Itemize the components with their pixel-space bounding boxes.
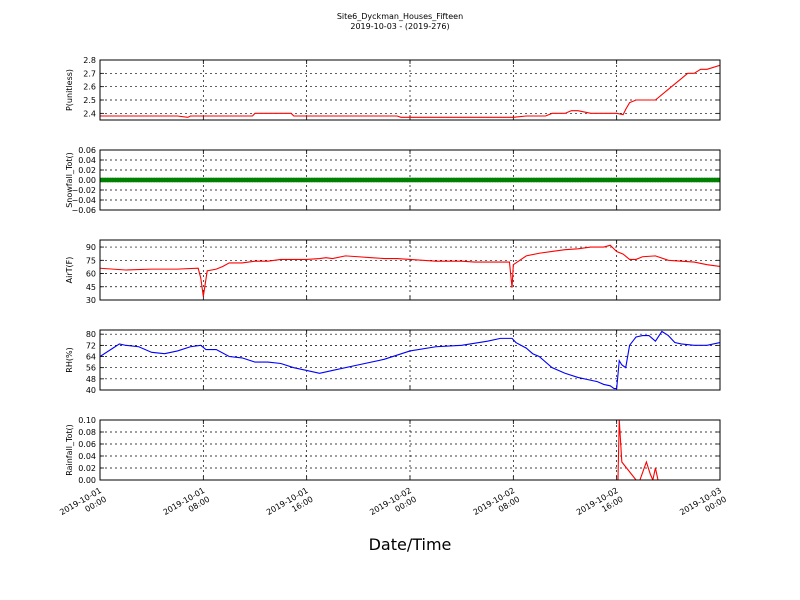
y-tick-label: 72 [86,341,96,350]
y-tick-label: 75 [86,256,96,265]
x-axis-label: Date/Time [369,535,452,554]
y-axis-label: Snowfall_Tot() [65,152,74,208]
panel-frame [99,419,721,481]
y-tick-label: 90 [86,243,96,252]
y-tick-label: 2.8 [83,56,96,65]
y-tick-label: 0.10 [78,416,96,425]
chart-subtitle: 2019-10-03 - (2019-276) [350,22,449,31]
y-tick-label: 0.00 [78,476,96,485]
y-tick-label: 0.00 [78,176,96,185]
y-tick-label: 0.04 [78,452,96,461]
y-tick-label: 30 [86,296,96,305]
y-tick-label: 0.08 [78,428,96,437]
y-axis-label: AirT(F) [65,257,74,284]
y-tick-label: 60 [86,270,96,279]
series-group [100,177,720,183]
panel-4: 40 48 56 64 72 80 RH(%) [65,329,721,395]
series-group [100,244,720,297]
series-line [100,244,720,297]
panel-frame [99,149,721,211]
y-tick-label: 2.6 [83,83,96,92]
y-tick-label: 45 [86,283,96,292]
y-tick-label: −0.04 [71,196,96,205]
y-tick-label: 0.02 [78,166,96,175]
y-axis-label: RH(%) [65,347,74,372]
series-group [100,330,720,390]
series-line [100,420,720,480]
chart-title: Site6_Dyckman_Houses_Fifteen [337,12,463,21]
y-tick-label: 64 [86,353,96,362]
y-tick-label: 2.7 [83,69,96,78]
y-axis-label: P(unitless) [65,69,74,111]
series-line [100,64,720,118]
panels: 2.4 2.5 2.6 2.7 2.8 P(unitless) −0.06−0.04−0.0… [65,56,721,485]
panel-frame [99,329,721,391]
y-tick-label: 56 [86,364,96,373]
y-tick-label: 48 [86,375,96,384]
y-tick-label: 2.5 [83,96,96,105]
data-point [717,177,720,183]
y-tick-label: 40 [86,386,96,395]
panel-frame [99,59,721,121]
series-group [100,420,720,480]
y-tick-label: 2.4 [83,109,96,118]
y-tick-label: −0.06 [71,206,96,215]
panel-3: 30 45 60 75 90 AirT(F) [65,239,721,305]
y-tick-label: 0.06 [78,440,96,449]
panel-frame [99,239,721,301]
y-tick-label: 0.02 [78,464,96,473]
panel-1: 2.4 2.5 2.6 2.7 2.8 P(unitless) [65,56,721,121]
panel-2: −0.06−0.04−0.020.000.020.040.06 Snowfall_… [65,146,721,215]
y-tick-label: 0.04 [78,156,96,165]
y-axis-label: Rainfall_Tot() [65,424,74,476]
panel-5: 0.00 0.02 0.04 0.06 0.08 0.10 Rainfall_Tot() [65,416,721,485]
series-line [100,330,720,390]
y-tick-label: −0.02 [71,186,96,195]
series-group [100,64,720,118]
y-tick-label: 80 [86,330,96,339]
y-tick-label: 0.06 [78,146,96,155]
